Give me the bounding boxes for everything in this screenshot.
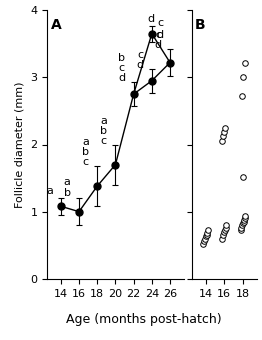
Text: d: d — [155, 40, 162, 51]
Text: c: c — [157, 18, 163, 28]
Point — [220, 236, 225, 241]
Text: a: a — [46, 186, 53, 196]
Point — [243, 60, 247, 65]
Y-axis label: Follicle diameter (mm): Follicle diameter (mm) — [15, 81, 25, 208]
Text: c: c — [82, 157, 89, 167]
Text: b: b — [118, 53, 125, 63]
Point — [221, 233, 225, 238]
Point — [224, 222, 228, 228]
Text: d: d — [118, 73, 125, 83]
Point — [242, 219, 246, 224]
Text: b: b — [64, 188, 71, 198]
Point — [203, 236, 207, 241]
Point — [241, 174, 245, 180]
Point — [221, 134, 225, 139]
Point — [223, 125, 227, 131]
Text: Age (months post-hatch): Age (months post-hatch) — [66, 313, 222, 326]
Point — [205, 233, 209, 238]
Point — [222, 229, 226, 235]
Text: A: A — [51, 18, 62, 32]
Text: b: b — [100, 126, 107, 136]
Point — [204, 234, 208, 239]
Text: B: B — [195, 18, 206, 32]
Point — [223, 225, 228, 231]
Point — [205, 231, 209, 236]
Point — [239, 225, 244, 231]
Text: a: a — [64, 177, 71, 187]
Text: d: d — [137, 60, 144, 70]
Text: d: d — [156, 30, 163, 40]
Text: c: c — [101, 136, 107, 146]
Text: b: b — [82, 147, 89, 157]
Text: a: a — [82, 137, 89, 147]
Text: c: c — [155, 30, 161, 40]
Point — [222, 130, 226, 135]
Point — [241, 220, 245, 226]
Text: a: a — [100, 116, 107, 126]
Point — [242, 217, 246, 222]
Point — [243, 214, 247, 219]
Point — [238, 228, 243, 233]
Text: d: d — [147, 14, 155, 24]
Point — [201, 241, 205, 246]
Point — [240, 94, 244, 99]
Text: c: c — [137, 50, 143, 60]
Point — [223, 227, 227, 233]
Point — [220, 138, 225, 144]
Point — [205, 228, 210, 233]
Point — [240, 222, 244, 228]
Point — [243, 216, 247, 221]
Text: c: c — [119, 63, 125, 73]
Point — [202, 238, 206, 243]
Point — [241, 75, 245, 80]
